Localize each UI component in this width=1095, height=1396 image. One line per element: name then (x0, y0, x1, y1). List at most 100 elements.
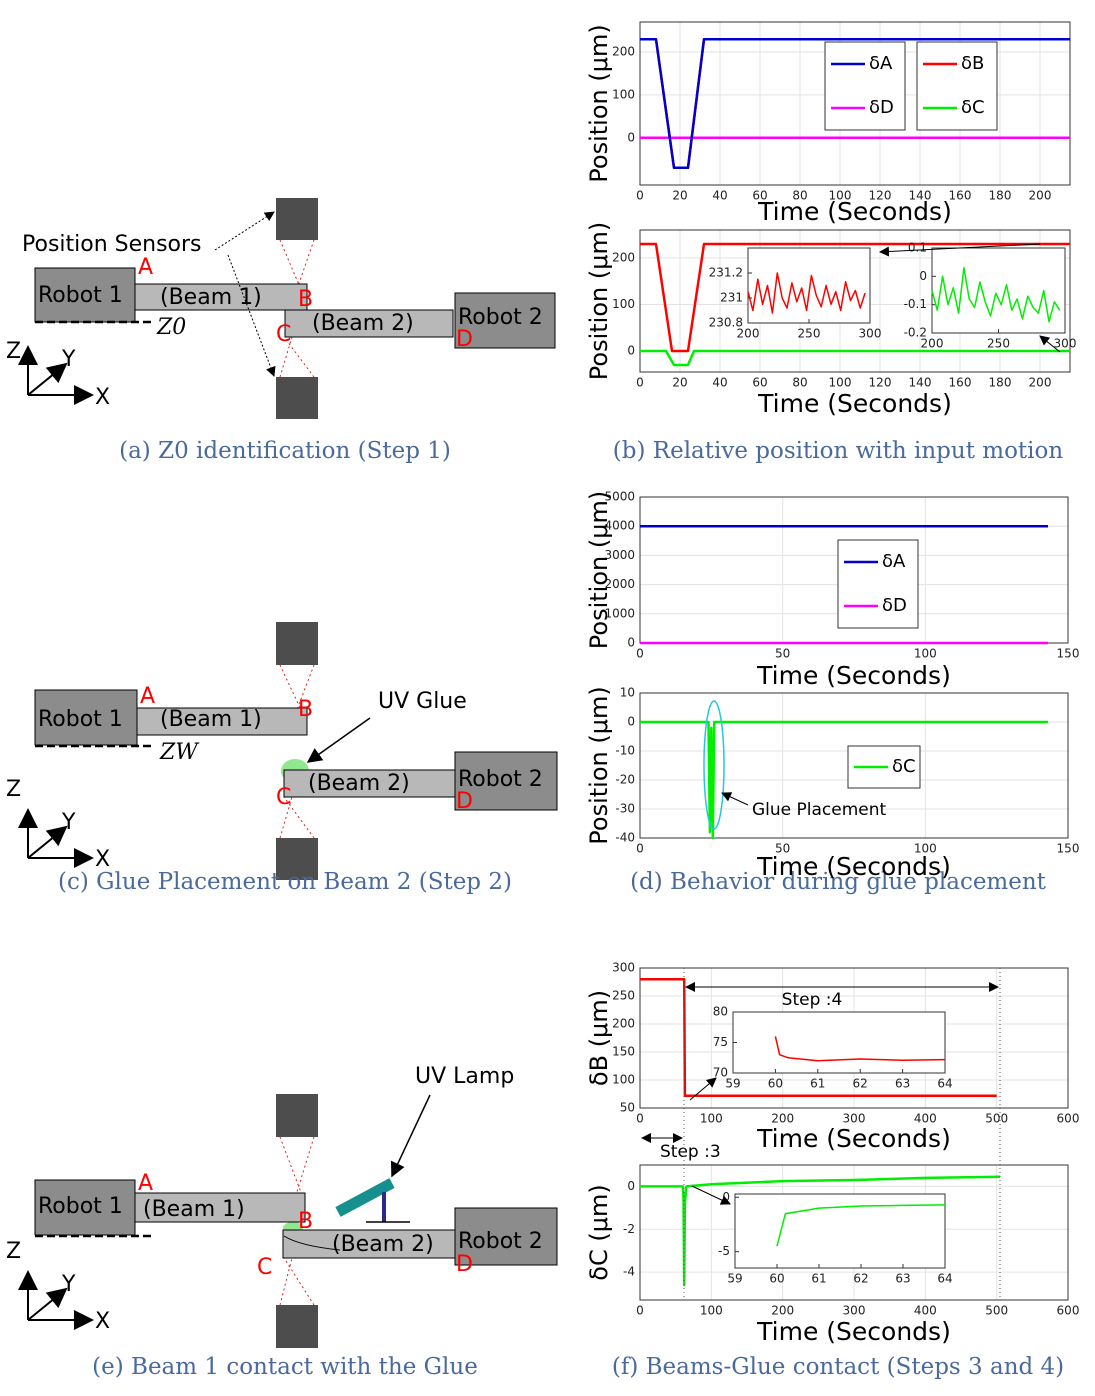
diagram-c: Robot 1 (Beam 1) (Beam 2) Robot 2 UV Glu… (6, 622, 558, 880)
robot (454, 751, 558, 811)
arrow (691, 1185, 731, 1205)
x-tick-label: 200 (737, 327, 760, 341)
uv-lamp (335, 1178, 395, 1217)
sensor (276, 622, 318, 665)
series-line (640, 242, 1070, 353)
x-tick-label: 160 (949, 189, 972, 203)
x-tick-label: 100 (700, 1112, 723, 1126)
x-tick-label: 300 (859, 327, 882, 341)
x-axis-label: Time (Seconds) (757, 197, 952, 226)
axis-label: Y (61, 810, 76, 835)
label: Robot 1 (38, 283, 123, 308)
y-tick-label: 300 (612, 961, 635, 975)
y-axis-label: δC (μm) (585, 1184, 613, 1280)
x-tick-label: 100 (914, 647, 937, 661)
x-tick-label: 140 (909, 376, 932, 390)
y-tick-label: 50 (620, 1101, 635, 1115)
y-tick-label: 4000 (604, 519, 635, 533)
arrow (689, 1077, 717, 1101)
label: Robot 2 (458, 305, 543, 330)
highlight (703, 700, 725, 830)
x-tick-label: 0 (636, 1304, 644, 1318)
arrow (879, 243, 1041, 257)
series-line (640, 720, 1048, 840)
caption: (c) Glue Placement on Beam 2 (Step 2) (58, 869, 512, 895)
point: D (456, 327, 473, 352)
diagram-e: Robot 1 (Beam 1) (Beam 2) Robot 2 UV Lam… (6, 1064, 558, 1348)
y-tick-label: -0.2 (904, 326, 927, 340)
plot-frame (732, 1011, 946, 1074)
series-line (776, 1204, 946, 1247)
x-tick-label: 150 (1057, 842, 1080, 856)
legend-label: δB (961, 53, 984, 74)
x-tick-label: 200 (771, 1112, 794, 1126)
x-tick-label: 200 (771, 1304, 794, 1318)
x-tick-label: 50 (775, 647, 790, 661)
axis-label: X (95, 847, 110, 872)
x-tick-label: 61 (810, 1077, 825, 1091)
series-line (640, 349, 1070, 367)
y-tick-label: -5 (718, 1244, 730, 1258)
x-tick-label: 20 (672, 376, 687, 390)
x-tick-label: 100 (829, 376, 852, 390)
y-tick-label: -4 (623, 1265, 635, 1279)
point: D (456, 1252, 473, 1277)
point: C (276, 785, 291, 810)
x-tick-label: 80 (792, 189, 807, 203)
x-tick-label: 60 (769, 1272, 784, 1286)
sensor (276, 838, 318, 880)
axis-label: Y (61, 347, 76, 372)
robot (454, 1207, 558, 1266)
y-tick-label: 3000 (604, 548, 635, 562)
x-tick-label: 600 (1057, 1304, 1080, 1318)
legend (916, 41, 998, 131)
y-axis-label: δB (μm) (585, 990, 613, 1086)
x-tick-label: 64 (937, 1077, 952, 1091)
point: B (298, 1209, 313, 1234)
x-tick-label: 100 (829, 189, 852, 203)
annotation: Glue Placement (752, 800, 887, 820)
label: (Beam 1) (160, 285, 262, 310)
caption: (d) Behavior during glue placement (630, 869, 1047, 895)
beam (282, 1229, 456, 1259)
plot-frame (639, 1164, 1069, 1301)
y-tick-label: 231 (720, 291, 743, 305)
robot (454, 292, 556, 349)
y-tick-label: 75 (713, 1035, 728, 1049)
axis-label: Z (6, 1239, 21, 1264)
plot-area (747, 247, 871, 324)
axis-label: Z (6, 339, 21, 364)
x-tick-label: 0 (636, 1112, 644, 1126)
y-axis-label: Position (μm) (585, 24, 613, 182)
beam (134, 283, 308, 311)
label: Robot 2 (458, 1229, 543, 1254)
y-tick-label: 0 (627, 130, 635, 144)
plot-frame (639, 21, 1071, 186)
x-tick-label: 300 (843, 1112, 866, 1126)
x-tick-label: 120 (869, 189, 892, 203)
x-tick-label: 20 (672, 189, 687, 203)
robot (34, 689, 138, 746)
label: Position Sensors (22, 232, 202, 257)
caption: (b) Relative position with input motion (613, 438, 1064, 464)
x-tick-label: 40 (712, 189, 727, 203)
x-tick-label: 0 (636, 842, 644, 856)
x-tick-label: 100 (914, 842, 937, 856)
legend (824, 41, 906, 131)
axis-label: Y (61, 1272, 76, 1297)
caption: (e) Beam 1 contact with the Glue (92, 1354, 478, 1380)
x-tick-label: 500 (985, 1112, 1008, 1126)
label: Robot 1 (38, 1194, 123, 1219)
y-tick-label: 150 (612, 1045, 635, 1059)
label: Robot 2 (458, 767, 543, 792)
label: (Beam 1) (160, 707, 262, 732)
x-tick-label: 61 (811, 1272, 826, 1286)
point: B (298, 697, 313, 722)
plot-frame (639, 967, 1069, 1109)
y-tick-label: 10 (620, 686, 635, 700)
arrow (721, 792, 749, 806)
y-axis-label: Position (μm) (585, 222, 613, 380)
x-tick-label: 200 (1029, 189, 1052, 203)
y-tick-label: 0 (919, 269, 927, 283)
